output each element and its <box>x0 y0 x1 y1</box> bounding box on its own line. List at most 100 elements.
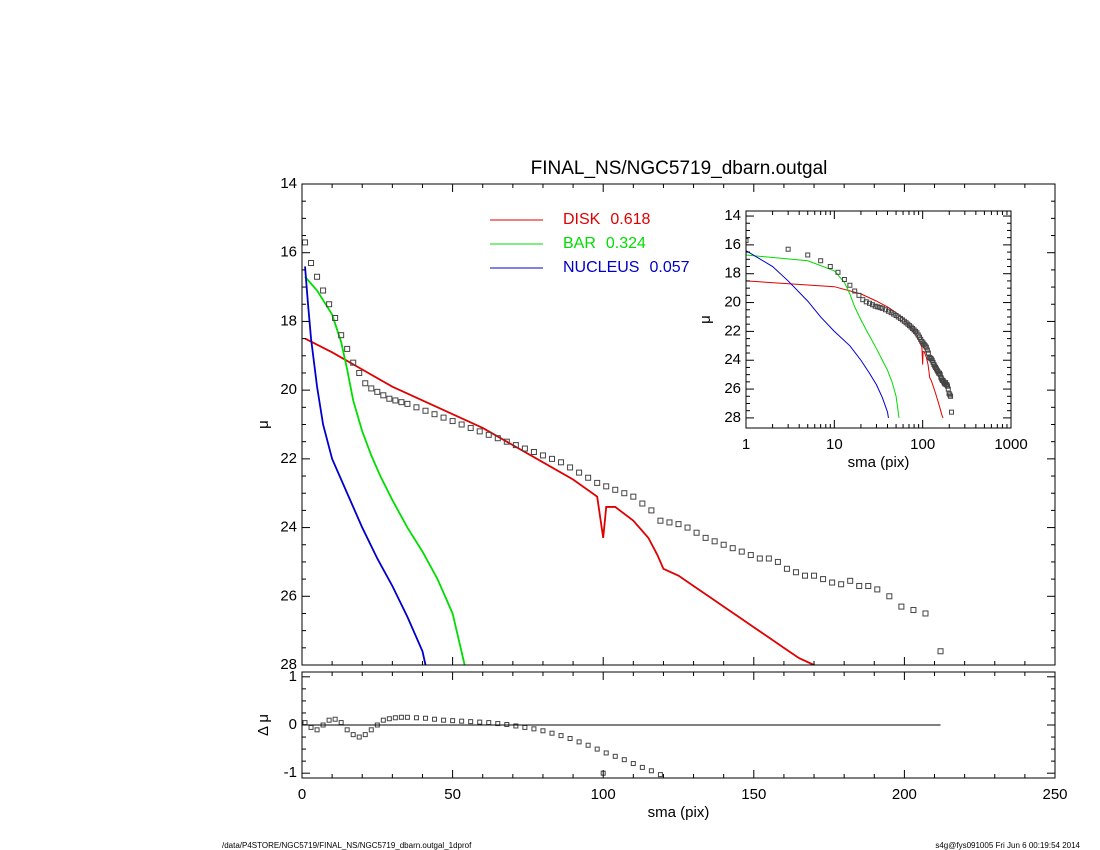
x-tick-label: 100 <box>910 436 935 453</box>
data-point <box>386 395 393 402</box>
data-point <box>621 757 627 763</box>
data-point <box>326 717 332 723</box>
data-point <box>774 558 781 565</box>
data-point <box>576 469 583 476</box>
data-point <box>302 720 308 726</box>
y-tick-label: 24 <box>724 351 741 368</box>
data-point <box>567 464 574 471</box>
data-point <box>944 383 950 389</box>
data-point <box>869 302 875 308</box>
legend-fraction: 0.618 <box>610 211 650 228</box>
data-point <box>380 392 387 399</box>
data-point <box>852 288 858 294</box>
legend-name: BAR <box>563 235 596 252</box>
component-line <box>746 280 944 419</box>
data-point <box>805 252 811 258</box>
legend-label: DISK 0.618 <box>563 211 650 228</box>
data-point <box>630 761 636 767</box>
data-point <box>404 714 410 720</box>
y-tick-label: 20 <box>724 294 741 311</box>
data-point <box>923 344 929 350</box>
y-tick-label: 14 <box>724 207 741 224</box>
y-tick-label: 24 <box>280 519 297 536</box>
data-point <box>431 411 438 418</box>
data-point <box>657 772 663 778</box>
y-tick-label: 1 <box>289 668 297 685</box>
data-point <box>621 490 628 497</box>
x-axis-label: sma (pix) <box>848 454 910 471</box>
data-point <box>495 721 501 727</box>
data-point <box>314 273 321 280</box>
data-point <box>879 305 885 311</box>
data-point <box>320 287 327 294</box>
data-point <box>567 735 573 741</box>
data-point <box>441 717 447 723</box>
data-point <box>332 716 338 722</box>
data-point <box>531 726 537 732</box>
data-point <box>521 445 528 452</box>
data-point <box>711 538 718 545</box>
y-axis-label: μ <box>697 315 714 324</box>
data-point <box>630 493 637 500</box>
data-point <box>485 431 492 438</box>
data-point <box>594 746 600 752</box>
data-point <box>477 719 483 725</box>
component-line <box>746 250 889 418</box>
data-point <box>459 718 465 724</box>
x-axis-label: sma (pix) <box>648 804 710 821</box>
y-tick-label: 16 <box>724 236 741 253</box>
data-point <box>585 474 592 481</box>
data-point <box>386 716 392 722</box>
data-point <box>847 282 853 288</box>
data-point <box>513 723 519 729</box>
data-point <box>548 455 555 462</box>
y-tick-label: 18 <box>724 265 741 282</box>
component-line <box>746 254 900 418</box>
data-point <box>392 397 399 404</box>
data-point <box>503 438 510 445</box>
data-point <box>332 314 339 321</box>
data-point <box>702 534 709 541</box>
data-point <box>530 448 537 455</box>
data-point <box>856 292 862 298</box>
data-point <box>314 727 320 733</box>
data-point <box>802 572 809 579</box>
data-point <box>888 310 894 316</box>
axes-box <box>745 210 1012 429</box>
data-point <box>872 303 878 309</box>
x-tick-label: 1 <box>742 436 750 453</box>
x-tick-label: 200 <box>892 786 917 803</box>
data-point <box>948 393 954 399</box>
x-tick-label: 1000 <box>994 436 1027 453</box>
data-point <box>818 258 824 264</box>
data-point <box>841 276 847 282</box>
data-point <box>344 345 351 352</box>
y-tick-label: 26 <box>280 587 297 604</box>
data-point <box>675 521 682 528</box>
data-point <box>338 720 344 726</box>
data-point <box>350 359 357 366</box>
data-point <box>326 301 333 308</box>
component-line <box>304 276 466 665</box>
y-tick-label: 20 <box>280 381 297 398</box>
x-tick-label: 100 <box>591 786 616 803</box>
data-point <box>458 421 465 428</box>
data-point <box>885 308 891 314</box>
footer-left: /data/P4STORE/NGC5719/FINAL_NS/NGC5719_d… <box>222 841 472 850</box>
data-point <box>747 552 754 559</box>
data-point <box>494 435 501 442</box>
data-point <box>540 728 546 734</box>
y-tick-label: 26 <box>724 380 741 397</box>
y-tick-label: 16 <box>280 244 297 261</box>
chart-title: FINAL_NS/NGC5719_dbarn.outgal <box>531 158 828 179</box>
legend-label: BAR 0.324 <box>563 235 646 252</box>
y-tick-label: 28 <box>280 656 297 673</box>
data-point <box>576 739 582 745</box>
data-point <box>404 400 411 407</box>
data-point <box>684 524 691 531</box>
data-point <box>539 452 546 459</box>
data-point <box>863 299 869 305</box>
data-point <box>308 260 315 267</box>
y-tick-label: 14 <box>280 175 297 192</box>
